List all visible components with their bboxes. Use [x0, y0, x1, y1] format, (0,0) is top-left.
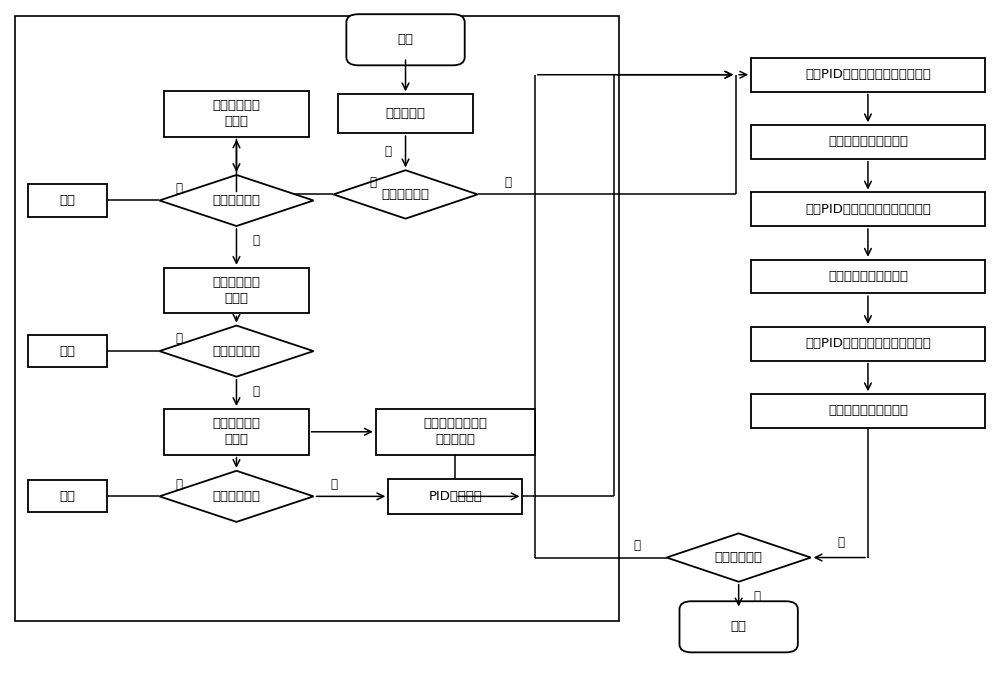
- Text: 是: 是: [384, 145, 391, 158]
- Text: 开始: 开始: [398, 33, 414, 46]
- FancyBboxPatch shape: [376, 409, 535, 455]
- Text: 显示屏实时显示三
路黑体温度: 显示屏实时显示三 路黑体温度: [423, 417, 487, 446]
- Text: 报警: 报警: [59, 490, 75, 503]
- Text: 否: 否: [633, 539, 640, 552]
- FancyBboxPatch shape: [338, 94, 473, 134]
- Polygon shape: [333, 170, 478, 218]
- FancyBboxPatch shape: [164, 91, 309, 136]
- FancyBboxPatch shape: [28, 480, 107, 513]
- FancyBboxPatch shape: [28, 335, 107, 367]
- FancyBboxPatch shape: [164, 409, 309, 455]
- FancyBboxPatch shape: [751, 125, 985, 159]
- FancyBboxPatch shape: [751, 394, 985, 428]
- Polygon shape: [159, 325, 314, 377]
- Text: 给定PID输入值为第一路黑体温度: 给定PID输入值为第一路黑体温度: [805, 68, 931, 81]
- Text: 否: 否: [504, 176, 511, 188]
- Text: 否: 否: [253, 235, 260, 247]
- Polygon shape: [667, 534, 811, 582]
- Text: 报警: 报警: [59, 194, 75, 207]
- FancyBboxPatch shape: [388, 479, 522, 514]
- Text: 三路温度设定: 三路温度设定: [382, 188, 430, 201]
- Text: 温度是否异常: 温度是否异常: [212, 344, 260, 357]
- Text: 是: 是: [176, 182, 183, 195]
- Text: 是: 是: [370, 176, 377, 188]
- Text: 控制第一路可控硅输出: 控制第一路可控硅输出: [828, 136, 908, 148]
- Text: 结束: 结束: [731, 620, 747, 633]
- Polygon shape: [159, 175, 314, 226]
- FancyBboxPatch shape: [751, 327, 985, 361]
- Text: 否: 否: [253, 385, 260, 398]
- Text: 控制第三路可控硅输出: 控制第三路可控硅输出: [828, 405, 908, 418]
- FancyBboxPatch shape: [679, 601, 798, 652]
- Text: 温度是否异常: 温度是否异常: [212, 490, 260, 503]
- Text: 是: 是: [753, 590, 760, 603]
- Text: 否: 否: [330, 478, 337, 491]
- Text: 是: 是: [176, 478, 183, 491]
- Text: 否: 否: [837, 536, 844, 549]
- Text: PID控制算法: PID控制算法: [428, 490, 482, 503]
- Text: 读取第二路黑
体温度: 读取第二路黑 体温度: [212, 276, 260, 305]
- Polygon shape: [159, 471, 314, 522]
- Text: 读取第一路黑
体温度: 读取第一路黑 体温度: [212, 99, 260, 128]
- Text: 给定PID输入值为第三路黑体温度: 给定PID输入值为第三路黑体温度: [805, 337, 931, 351]
- Text: 是: 是: [176, 332, 183, 346]
- Text: 系统初始化: 系统初始化: [386, 107, 426, 120]
- FancyBboxPatch shape: [751, 260, 985, 294]
- Text: 读取第三路黑
体温度: 读取第三路黑 体温度: [212, 417, 260, 446]
- Text: 给定PID输入值为第二路黑体温度: 给定PID输入值为第二路黑体温度: [805, 203, 931, 216]
- FancyBboxPatch shape: [751, 58, 985, 92]
- Text: 是否关闭系统: 是否关闭系统: [715, 551, 763, 564]
- FancyBboxPatch shape: [164, 268, 309, 313]
- Text: 温度是否异常: 温度是否异常: [212, 194, 260, 207]
- Text: 控制第二路可控硅输出: 控制第二路可控硅输出: [828, 270, 908, 283]
- FancyBboxPatch shape: [751, 193, 985, 226]
- FancyBboxPatch shape: [28, 184, 107, 216]
- Text: 报警: 报警: [59, 344, 75, 357]
- FancyBboxPatch shape: [346, 14, 465, 65]
